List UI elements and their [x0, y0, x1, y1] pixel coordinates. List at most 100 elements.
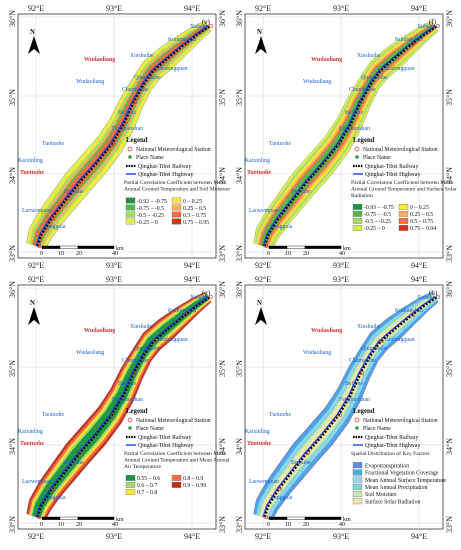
legend-swatch: [398, 218, 409, 224]
corridor-band: [259, 23, 437, 248]
y-tick-label: 34°N: [218, 167, 227, 184]
legend-class-label: 0 – 0.25: [410, 205, 429, 211]
railway-line: [263, 25, 438, 247]
station-marker: [153, 339, 157, 343]
place-label: Xieshuihe: [357, 324, 381, 330]
x-tick-label: 93°E: [333, 275, 349, 284]
scale-label: 20: [76, 251, 82, 257]
station-label: Tuotuohe: [20, 170, 44, 176]
place-label: Xidatan: [190, 24, 208, 30]
station-marker: [436, 24, 440, 28]
station-marker: [264, 244, 268, 248]
place-label: Tanggula: [44, 495, 66, 501]
legend-swatch: [352, 491, 363, 497]
place-label: Fenghuoshan: [339, 397, 370, 403]
x-tick-label: 92°E: [255, 4, 271, 13]
place-label: Budongquan: [158, 66, 188, 72]
legend-swatch: [352, 462, 363, 469]
corridor-band: [259, 294, 437, 519]
place-label: Chumaerhe: [349, 87, 376, 93]
legend-swatch: [352, 483, 363, 490]
legend-swatch: [171, 482, 182, 488]
place-symbol: [128, 155, 132, 159]
scale-label: 20: [303, 522, 309, 528]
y-tick-label: 35°N: [235, 360, 244, 377]
legend-class-label: -0.25 – 0: [137, 220, 158, 226]
station-symbol: [127, 417, 133, 423]
station-marker: [380, 68, 384, 72]
x-tick-label: 94°E: [411, 532, 427, 541]
scale-bar-segment: [59, 245, 79, 249]
y-tick-label: 33°N: [235, 245, 244, 262]
x-tick-label: 94°E: [184, 275, 200, 284]
station-marker: [153, 68, 157, 72]
y-tick-label: 36°N: [218, 281, 227, 298]
legend-title: Legend: [126, 137, 148, 144]
place-label: Buqiuhe: [64, 189, 84, 195]
place-symbol: [355, 155, 359, 159]
legend-class-label: 0.6 – 0.7: [137, 483, 157, 489]
y-tick-label: 36°N: [445, 10, 454, 27]
place-symbol: [128, 426, 132, 430]
legend-swatch: [352, 469, 363, 476]
scale-bar-segment: [268, 516, 288, 520]
legend-swatch: [171, 197, 182, 204]
legend-swatch: [352, 211, 363, 217]
scale-bar-segment: [59, 516, 79, 520]
scale-unit: km: [343, 246, 351, 252]
y-tick-label: 33°N: [445, 516, 454, 533]
y-tick-label: 34°N: [235, 167, 244, 184]
station-marker: [380, 339, 384, 343]
x-tick-label: 93°E: [333, 4, 349, 13]
y-tick-label: 35°N: [218, 360, 227, 377]
station-label: Tuotuohe: [20, 441, 44, 447]
place-label: Qingshuihe: [361, 346, 388, 352]
y-tick-label: 34°N: [445, 167, 454, 184]
y-tick-label: 35°N: [8, 360, 17, 377]
place-label: Beiluhe: [345, 381, 363, 387]
place-label: Buqiuhe: [291, 460, 311, 466]
legend-class-label: -0.25 – 0: [364, 226, 385, 232]
legend-class-label: 0.7 – 0.8: [137, 490, 157, 496]
legend-highway: Qinghai-Tibet Highway: [138, 443, 193, 449]
legend-highway: Qinghai-Tibet Highway: [138, 172, 193, 178]
legend-place: Place Name: [136, 155, 164, 161]
place-label: Budongquan: [385, 337, 415, 343]
station-marker: [306, 451, 310, 455]
corridor-band: [32, 23, 210, 248]
corridor-band: [32, 294, 210, 519]
legend-swatch: [125, 482, 136, 488]
railway-line: [36, 296, 211, 518]
legend-subtitle: Spatial Distribution of Key Factors: [351, 450, 430, 457]
scale-bar-segment: [77, 516, 115, 520]
scale-label: 10: [285, 251, 291, 257]
station-marker: [184, 313, 188, 317]
station-marker: [360, 100, 364, 104]
y-tick-label: 33°N: [235, 516, 244, 533]
y-tick-label: 34°N: [8, 438, 17, 455]
y-tick-label: 34°N: [445, 438, 454, 455]
place-label: Wudaoliang: [303, 79, 331, 85]
x-tick-label: 94°E: [184, 532, 200, 541]
scale-label: 10: [285, 522, 291, 528]
panel-label: (e): [202, 18, 210, 26]
north-label: N: [257, 29, 262, 36]
panel-label: (h): [429, 289, 438, 297]
highway-line: [35, 25, 209, 247]
y-tick-label: 34°N: [8, 167, 17, 184]
legend-class-label: Mean Annual Precipitation: [365, 485, 428, 491]
station-marker: [338, 413, 342, 417]
station-marker: [133, 371, 137, 375]
place-label: Fenghuoshan: [339, 126, 370, 132]
highway-line: [262, 296, 436, 518]
y-tick-label: 35°N: [445, 89, 454, 106]
place-label: Xidatan: [417, 295, 435, 301]
place-label: Tanggula: [271, 224, 293, 230]
station-marker: [278, 487, 282, 491]
legend-station: National Meteorological Station: [363, 418, 438, 424]
legend-title: Legend: [353, 137, 375, 144]
legend-railway: Qinghai-Tibet Railway: [365, 164, 419, 170]
scale-bar-segment: [286, 245, 306, 249]
place-label: Wudaoliang: [76, 350, 104, 356]
